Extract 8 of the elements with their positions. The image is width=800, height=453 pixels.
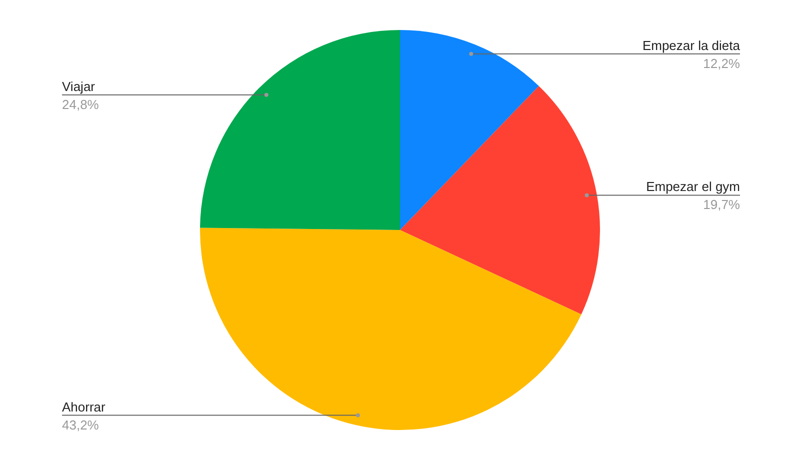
data-label: 24,8%: [62, 96, 100, 112]
slice-label: Viajar: [62, 78, 96, 94]
slice-label: Ahorrar: [62, 399, 106, 414]
data-label: 12,2%: [703, 56, 740, 71]
slice-label: Empezar el gym: [646, 179, 740, 194]
data-label: 43,2%: [62, 417, 100, 432]
data-label: 19,7%: [703, 197, 740, 212]
slice-label: Empezar la dieta: [642, 38, 741, 53]
